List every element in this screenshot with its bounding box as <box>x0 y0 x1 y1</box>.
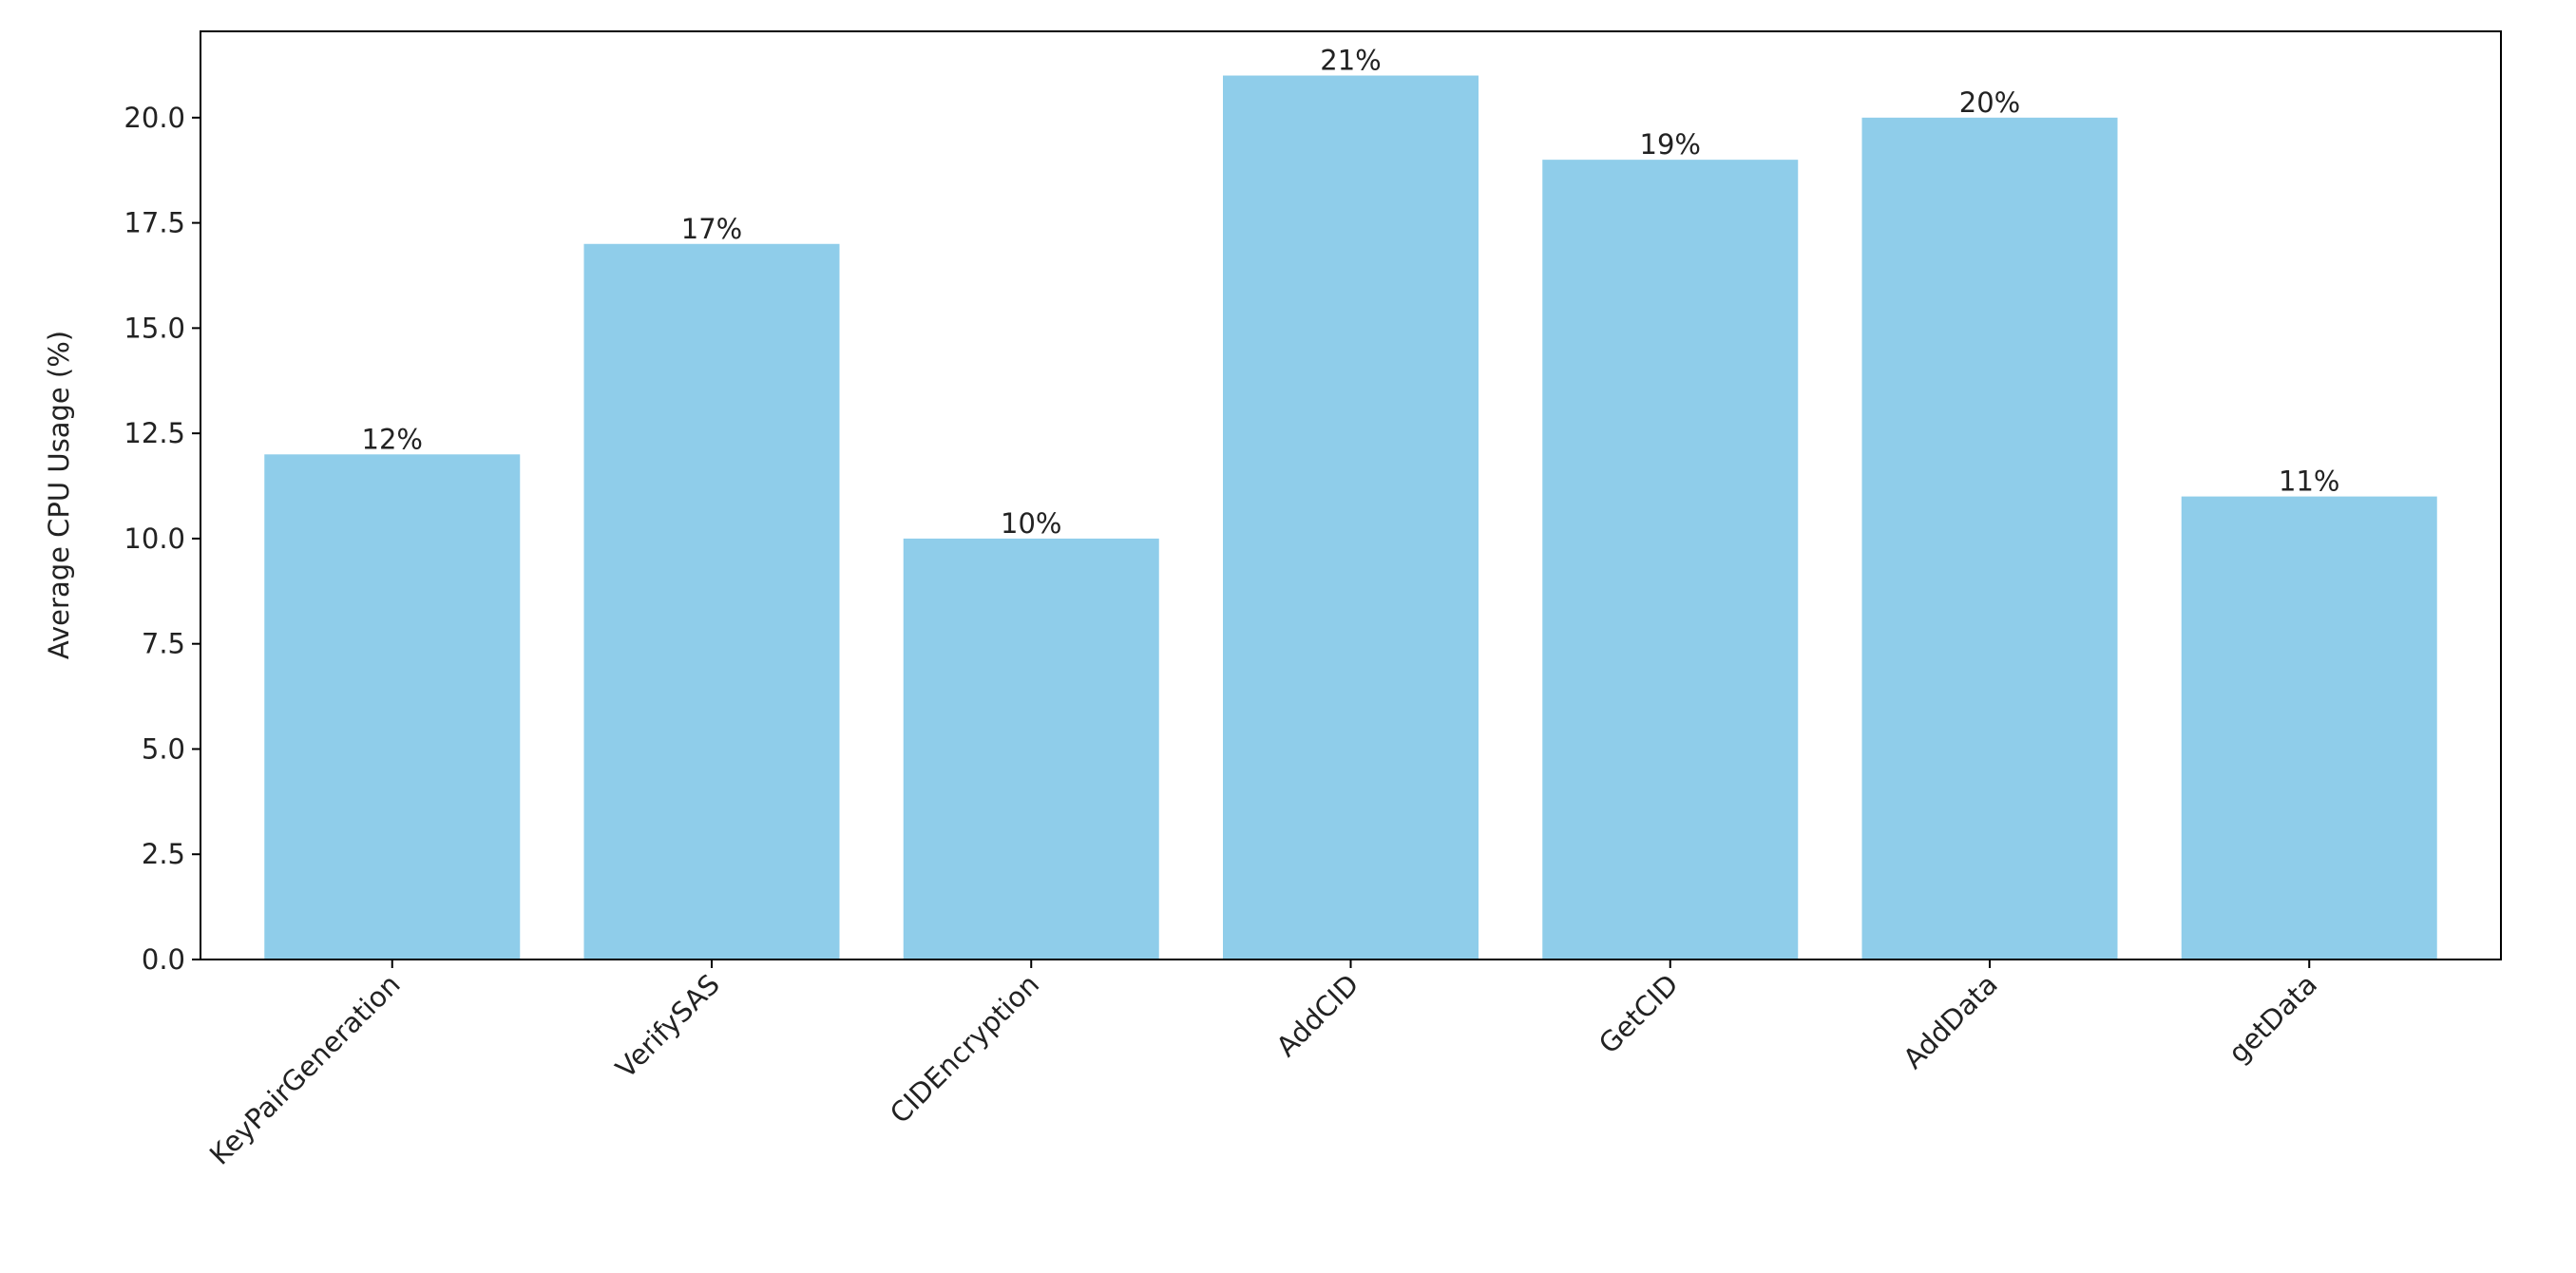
value-label: 11% <box>2279 466 2339 498</box>
x-tick-label: KeyPairGeneration <box>203 968 407 1171</box>
bar <box>1542 160 1799 960</box>
y-tick-label: 15.0 <box>124 312 185 344</box>
y-tick-label: 0.0 <box>142 943 185 976</box>
value-label: 17% <box>681 213 742 245</box>
x-tick-label: VerifySAS <box>609 968 726 1085</box>
bar <box>2181 496 2437 960</box>
y-axis-label: Average CPU Usage (%) <box>43 331 75 659</box>
bar <box>583 243 840 960</box>
bar <box>903 538 1159 960</box>
value-label: 12% <box>362 423 423 455</box>
y-tick-label: 10.0 <box>124 522 185 555</box>
x-tick-label: getData <box>2223 968 2324 1070</box>
y-tick-label: 2.5 <box>142 838 185 870</box>
y-tick-label: 7.5 <box>142 628 185 660</box>
value-label: 10% <box>1001 507 1061 540</box>
value-label: 19% <box>1640 128 1701 161</box>
x-tick-label: GetCID <box>1593 968 1685 1060</box>
x-tick-label: AddCID <box>1270 968 1365 1063</box>
y-tick-label: 20.0 <box>124 102 185 134</box>
y-tick-label: 5.0 <box>142 732 185 765</box>
x-tick-label: CIDEncryption <box>884 968 1045 1130</box>
x-tick-label: AddData <box>1897 968 2004 1075</box>
bar <box>1223 75 1479 960</box>
y-tick-label: 12.5 <box>124 417 185 449</box>
value-label: 21% <box>1320 45 1381 77</box>
y-tick-label: 17.5 <box>124 207 185 239</box>
bar <box>264 454 521 960</box>
plot-frame <box>200 30 2502 960</box>
value-label: 20% <box>1959 86 2020 119</box>
bar <box>1861 117 2118 960</box>
